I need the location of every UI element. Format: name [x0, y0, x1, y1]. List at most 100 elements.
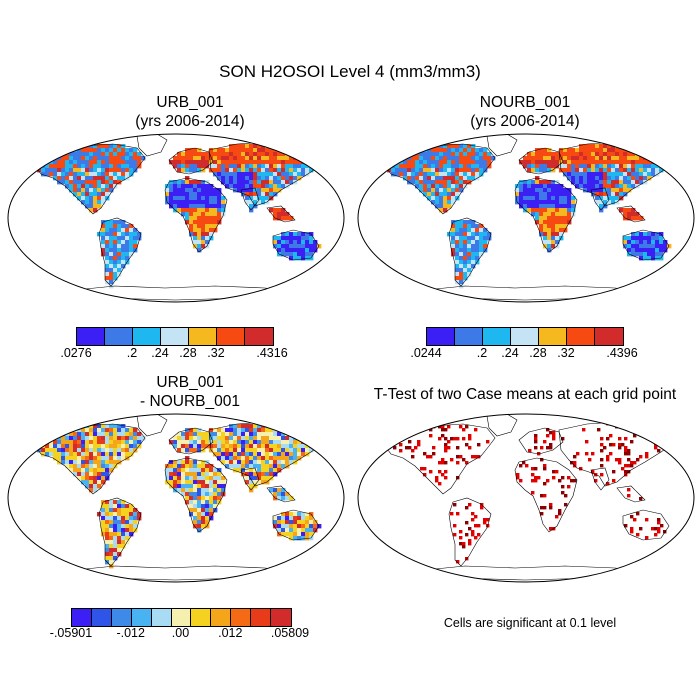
panel-title-diff-line2: - NOURB_001 [140, 393, 240, 410]
coastline-antarctica [74, 285, 296, 301]
coastline-australia [622, 229, 670, 261]
colorbar-urb-tick-label: .24 [151, 346, 169, 360]
colorbar-nourb-ticks: .0244 .2 .24 .28 .32 .4396 [410, 346, 637, 362]
coastline-australia [272, 509, 320, 541]
coastline-seasia [616, 485, 646, 503]
coastline-australia [272, 229, 320, 261]
colorbar-diff-ticks: -.05901 -.012 .00 .012 .05809 [50, 626, 309, 642]
coastline-europe [168, 427, 214, 455]
panel-title-nourb: NOURB_001 (yrs 2006-2014) [375, 93, 675, 131]
colorbar-diff-swatch [111, 609, 132, 626]
colorbar-diff-swatch [171, 609, 192, 626]
colorbar-urb-swatch [245, 328, 273, 345]
coastline-antarctica [424, 285, 646, 301]
coastline-africa [514, 457, 578, 533]
panel-title-urb-line2: (yrs 2006-2014) [135, 113, 245, 130]
coastline-greenland [136, 134, 168, 157]
colorbar-urb-tick-label: .0276 [60, 346, 92, 360]
panel-title-urb-line1: URB_001 [156, 94, 224, 111]
coastline-greenland [486, 414, 518, 437]
coastline-africa [164, 177, 228, 253]
colorbar-diff-swatch [231, 609, 252, 626]
colorbar-urb-tick-label: .4316 [256, 346, 288, 360]
map-diff [7, 413, 345, 583]
coastline-samerica [98, 497, 142, 567]
panel-title-nourb-line2: (yrs 2006-2014) [470, 113, 580, 130]
significance-note: Cells are significant at 0.1 level [443, 616, 617, 630]
colorbar-nourb-swatch [539, 328, 567, 345]
colorbar-nourb-tick-label: .24 [501, 346, 519, 360]
colorbar-diff-swatch [91, 609, 112, 626]
colorbar-urb-swatch [189, 328, 217, 345]
map-ttest [357, 413, 695, 583]
colorbar-nourb-tick-label: .32 [557, 346, 575, 360]
colorbar-nourb-swatch [483, 328, 511, 345]
coastline-greenland [486, 134, 518, 157]
coastline-india [240, 467, 260, 491]
colorbar-urb-tick-label: .28 [179, 346, 197, 360]
colorbar-nourb-tick-label: .2 [476, 346, 488, 360]
colorbar-diff-swatch [72, 609, 92, 626]
coastline-seasia [616, 205, 646, 223]
panel-title-diff-line1: URB_001 [156, 374, 224, 391]
coastline-india [590, 467, 610, 491]
coastline-antarctica [74, 565, 296, 581]
colorbar-urb-tick-label: .32 [207, 346, 225, 360]
coastline-namerica [34, 143, 146, 215]
colorbar-diff-tick-label: .05809 [270, 626, 310, 640]
map-urb [7, 133, 345, 303]
coastline-greenland [136, 414, 168, 437]
coastline-seasia [266, 205, 296, 223]
colorbar-diff-tick-label: -.012 [116, 626, 145, 640]
coastline-antarctica [424, 565, 646, 581]
colorbar-nourb [426, 327, 624, 346]
panel-title-urb: URB_001 (yrs 2006-2014) [40, 93, 340, 131]
colorbar-diff-swatch [151, 609, 172, 626]
coastline-samerica [448, 217, 492, 287]
colorbar-diff-tick-label: -.05901 [49, 626, 93, 640]
colorbar-nourb-swatch [511, 328, 539, 345]
coastline-samerica [98, 217, 142, 287]
colorbar-urb-tick-label: .2 [126, 346, 138, 360]
chart-title: SON H2OSOI Level 4 (mm3/mm3) [219, 62, 481, 81]
coastline-samerica [448, 497, 492, 567]
panel-title-ttest: T-Test of two Case means at each grid po… [373, 386, 677, 403]
coastline-australia [622, 509, 670, 541]
coastline-seasia [266, 485, 296, 503]
colorbar-nourb-tick-label: .0244 [410, 346, 442, 360]
coastline-namerica [384, 143, 496, 215]
coastline-europe [518, 427, 564, 455]
coastline-africa [164, 457, 228, 533]
colorbar-diff-tick-label: .012 [218, 626, 243, 640]
colorbar-nourb-swatch [427, 328, 455, 345]
colorbar-urb-swatch [133, 328, 161, 345]
panel-title-diff: URB_001 - NOURB_001 [40, 373, 340, 411]
coastline-namerica [34, 423, 146, 495]
colorbar-urb-swatch [161, 328, 189, 345]
colorbar-nourb-swatch [455, 328, 483, 345]
colorbar-urb-swatch [217, 328, 245, 345]
colorbar-nourb-tick-label: .4396 [606, 346, 638, 360]
coastline-europe [168, 147, 214, 175]
colorbar-nourb-tick-label: .28 [529, 346, 547, 360]
coastline-europe [518, 147, 564, 175]
colorbar-diff-swatch [271, 609, 291, 626]
map-border [7, 413, 345, 583]
colorbar-diff [71, 608, 292, 627]
map-border [357, 413, 695, 583]
colorbar-urb-swatch [77, 328, 105, 345]
colorbar-diff-tick-label: .00 [171, 626, 190, 640]
colorbar-nourb-swatch [567, 328, 595, 345]
map-border [357, 133, 695, 303]
coastline-india [240, 187, 260, 211]
map-nourb [357, 133, 695, 303]
colorbar-diff-swatch [211, 609, 232, 626]
colorbar-diff-swatch [131, 609, 152, 626]
colorbar-urb-ticks: .0276 .2 .24 .28 .32 .4316 [60, 346, 287, 362]
colorbar-diff-swatch [251, 609, 272, 626]
panel-title-nourb-line1: NOURB_001 [479, 94, 571, 111]
colorbar-urb [76, 327, 274, 346]
coastline-namerica [384, 423, 496, 495]
colorbar-urb-swatch [105, 328, 133, 345]
colorbar-diff-swatch [191, 609, 212, 626]
